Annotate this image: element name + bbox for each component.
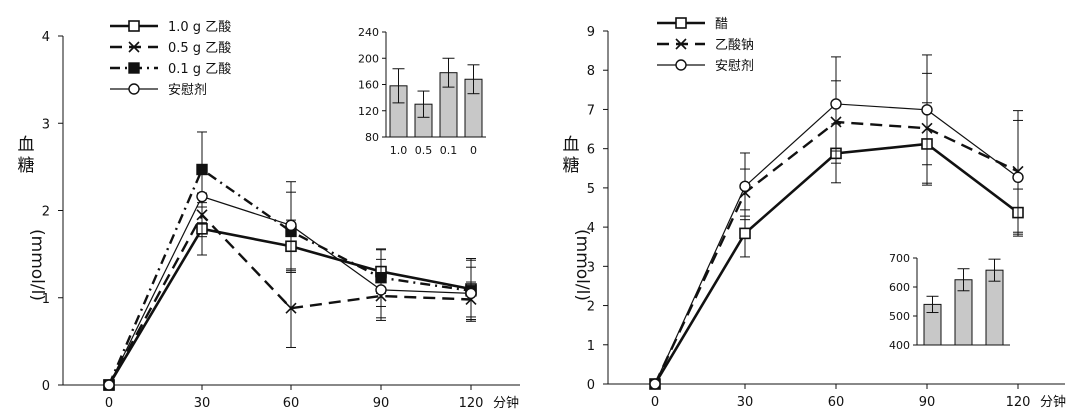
data-point <box>830 98 842 110</box>
y-axis-label-char: 糖 <box>18 156 35 176</box>
inset-category-label: 0 <box>470 144 477 157</box>
y-tick-label: 7 <box>587 103 595 118</box>
data-point <box>1012 171 1024 183</box>
data-point <box>739 227 751 240</box>
y-axis-label-char: 血 <box>563 135 580 155</box>
y-axis-unit: (mmol/l) <box>27 229 47 301</box>
x-tick-label: 0 <box>105 396 113 411</box>
legend-item: 0.5 g 乙酸 <box>110 41 231 56</box>
y-tick-label: 2 <box>42 205 50 220</box>
y-axis-label-char: 血 <box>18 135 35 155</box>
y-tick-label: 3 <box>587 260 595 275</box>
inset-bar-chart: 400 500 600 700 <box>889 252 1010 352</box>
data-point <box>739 180 751 193</box>
inset-y-tick-label: 240 <box>358 26 379 39</box>
legend-label: 醋 <box>715 16 728 32</box>
x-tick-label: 90 <box>919 395 936 410</box>
x-tick-label: 120 <box>1006 395 1031 410</box>
y-tick-label: 2 <box>587 300 595 315</box>
legend-item: 乙酸钠 <box>657 38 754 53</box>
data-point <box>649 378 661 390</box>
legend-item: 安慰剂 <box>110 83 207 98</box>
inset-y-tick-label: 500 <box>889 310 910 323</box>
y-tick-label: 4 <box>42 30 50 45</box>
x-tick-label: 30 <box>194 396 211 411</box>
inset-category-label: 0.1 <box>440 144 458 157</box>
x-tick-label: 120 <box>459 396 484 411</box>
inset-y-tick-label: 80 <box>365 131 379 144</box>
series-2 <box>649 54 1024 390</box>
inset-y-tick-label: 120 <box>358 105 379 118</box>
x-tick-label: 60 <box>283 396 300 411</box>
x-tick-label: 90 <box>373 396 390 411</box>
legend-marker <box>128 20 140 32</box>
series-line <box>107 167 472 386</box>
inset-bar-chart: 80 120 160 200 240 1.0 0.5 0.1 0 <box>358 26 486 157</box>
y-tick-label: 0 <box>587 378 595 393</box>
x-tick-label: 60 <box>828 395 845 410</box>
legend-marker <box>128 83 140 95</box>
series-line <box>107 212 472 386</box>
legend-item: 醋 <box>657 16 728 32</box>
legend-label: 安慰剂 <box>168 83 207 98</box>
legend-item: 安慰剂 <box>657 59 754 74</box>
y-tick-label: 5 <box>587 182 595 197</box>
inset-category-label: 1.0 <box>390 144 408 157</box>
legend-marker <box>675 17 687 29</box>
inset-y-tick-label: 160 <box>358 79 379 92</box>
y-axis-label-char: 糖 <box>563 156 580 176</box>
y-tick-label: 9 <box>587 25 595 40</box>
legend-label: 0.5 g 乙酸 <box>168 41 231 56</box>
x-axis-label: 分钟 <box>1040 394 1066 410</box>
data-point <box>465 287 477 300</box>
legend-label: 安慰剂 <box>715 59 754 74</box>
data-point <box>285 219 297 232</box>
chart-panel-left: 0 1 2 3 4 0 30 60 90 120 分钟 血糖 (mmol/l) 1.0 g 乙酸 0.5 g… <box>18 20 520 411</box>
legend-marker <box>675 38 687 50</box>
series-2 <box>103 131 477 391</box>
data-point <box>196 190 208 203</box>
legend-marker <box>675 59 687 71</box>
y-tick-label: 6 <box>587 143 595 158</box>
inset-category-label: 0.5 <box>415 144 433 157</box>
legend-marker <box>128 41 140 53</box>
y-axis-unit: (mmol/l) <box>572 229 592 301</box>
x-axis-label: 分钟 <box>493 395 519 411</box>
inset-y-tick-label: 200 <box>358 52 379 65</box>
legend-marker <box>128 62 140 74</box>
x-tick-label: 0 <box>651 395 659 410</box>
data-point <box>285 302 297 314</box>
data-point <box>921 104 933 116</box>
legend-label: 1.0 g 乙酸 <box>168 20 231 35</box>
y-tick-label: 3 <box>42 117 50 132</box>
series-3 <box>103 169 477 391</box>
y-tick-label: 1 <box>587 339 595 354</box>
legend-item: 0.1 g 乙酸 <box>110 62 231 77</box>
legend-label: 0.1 g 乙酸 <box>168 62 231 77</box>
inset-y-tick-label: 600 <box>889 281 910 294</box>
x-tick-label: 30 <box>737 395 754 410</box>
inset-y-tick-label: 400 <box>889 339 910 352</box>
inset-y-tick-label: 700 <box>889 252 910 265</box>
y-tick-label: 8 <box>587 64 595 79</box>
y-tick-label: 4 <box>587 221 595 236</box>
legend-label: 乙酸钠 <box>715 38 754 53</box>
legend-item: 1.0 g 乙酸 <box>110 20 231 35</box>
y-tick-label: 1 <box>42 292 50 307</box>
data-point <box>375 284 387 296</box>
data-point <box>103 379 115 391</box>
y-tick-label: 0 <box>42 379 50 394</box>
